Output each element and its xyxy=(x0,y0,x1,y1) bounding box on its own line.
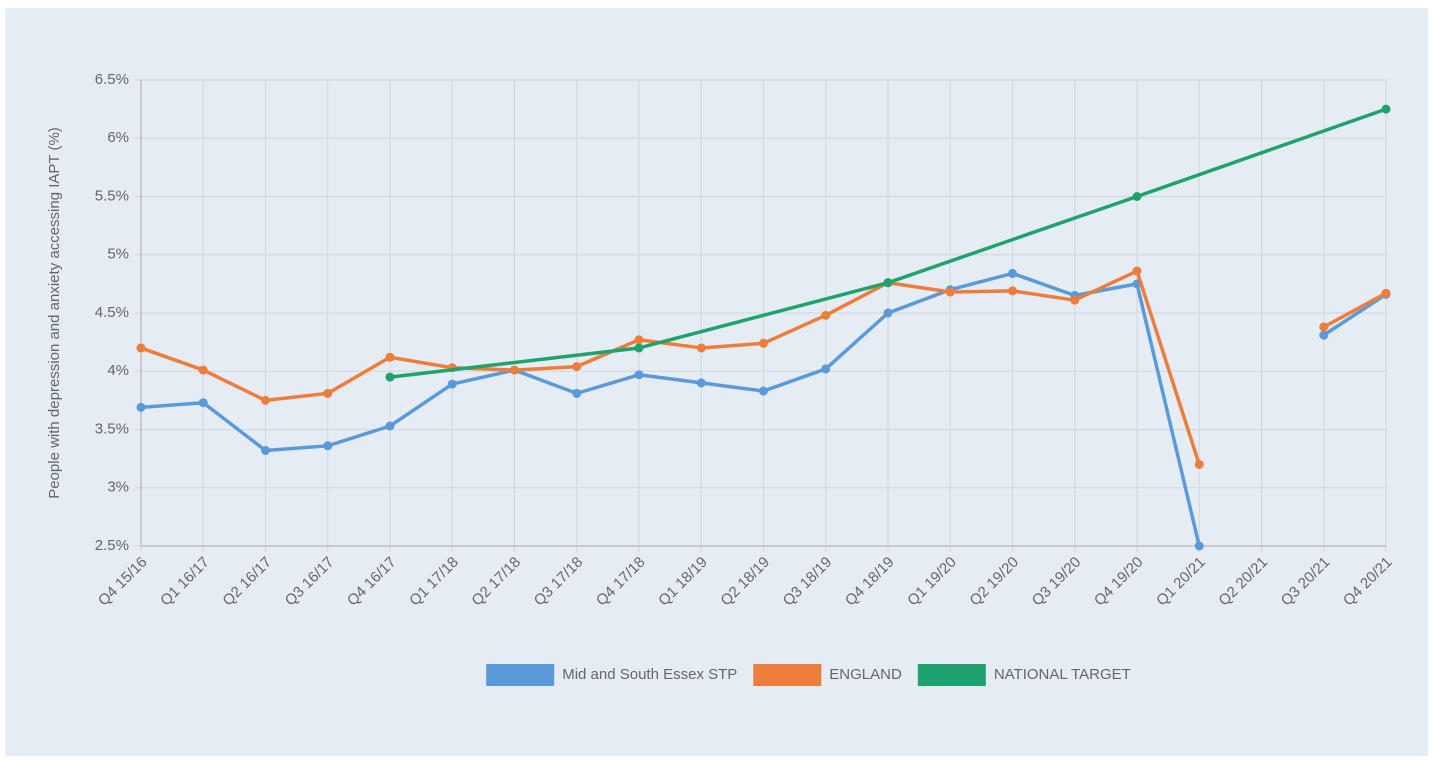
data-point xyxy=(759,386,768,396)
data-point xyxy=(821,310,831,320)
legend-swatch xyxy=(486,664,555,686)
data-point xyxy=(1070,295,1080,305)
data-point xyxy=(136,402,146,412)
data-point xyxy=(821,364,831,374)
series-line xyxy=(140,271,1201,547)
panel xyxy=(5,8,1428,756)
data-point xyxy=(1194,541,1204,551)
data-point xyxy=(1008,268,1017,278)
y-tick-label: 4.5% xyxy=(95,304,129,321)
data-point xyxy=(634,343,644,353)
data-point xyxy=(510,365,519,375)
data-point xyxy=(323,388,333,398)
data-point xyxy=(634,335,644,345)
data-point xyxy=(385,372,395,382)
y-tick-label: 6.5% xyxy=(95,71,129,88)
data-point xyxy=(323,441,333,451)
legend-label: ENGLAND xyxy=(829,666,902,683)
legend-label: NATIONAL TARGET xyxy=(994,666,1131,683)
y-tick-label: 2.5% xyxy=(95,537,129,554)
data-point xyxy=(883,308,893,318)
data-point xyxy=(198,365,208,375)
series-line xyxy=(1322,292,1387,337)
series-line xyxy=(140,269,1201,465)
data-point xyxy=(759,338,768,348)
data-point xyxy=(883,278,893,288)
data-point xyxy=(1194,459,1204,469)
data-point xyxy=(447,379,457,389)
data-point xyxy=(1381,288,1391,298)
data-point xyxy=(634,370,644,380)
y-axis-label: People with depression and anxiety acces… xyxy=(46,127,63,499)
y-tick-label: 5% xyxy=(107,246,129,263)
data-point xyxy=(1381,104,1391,114)
data-point xyxy=(385,421,395,431)
y-tick-label: 5.5% xyxy=(95,187,129,204)
data-point xyxy=(1319,330,1329,340)
data-point xyxy=(572,388,582,398)
series-line xyxy=(1322,291,1387,329)
data-point xyxy=(1319,322,1329,332)
data-point xyxy=(1132,192,1142,201)
y-tick-label: 4% xyxy=(107,362,129,379)
data-point xyxy=(385,352,395,362)
data-point xyxy=(261,395,270,405)
data-point xyxy=(696,343,706,353)
legend-swatch xyxy=(753,664,822,686)
data-point xyxy=(261,445,270,455)
y-tick-label: 3.5% xyxy=(95,420,129,437)
legend-swatch xyxy=(917,664,986,686)
y-tick-label: 6% xyxy=(107,129,129,146)
data-point xyxy=(198,398,208,408)
data-point xyxy=(696,378,706,388)
data-point xyxy=(1132,266,1142,276)
legend-label: Mid and South Essex STP xyxy=(562,666,737,683)
y-tick-label: 3% xyxy=(107,479,129,496)
data-point xyxy=(136,343,146,353)
data-point xyxy=(945,287,955,297)
data-point xyxy=(1008,286,1017,296)
data-point xyxy=(572,362,582,372)
